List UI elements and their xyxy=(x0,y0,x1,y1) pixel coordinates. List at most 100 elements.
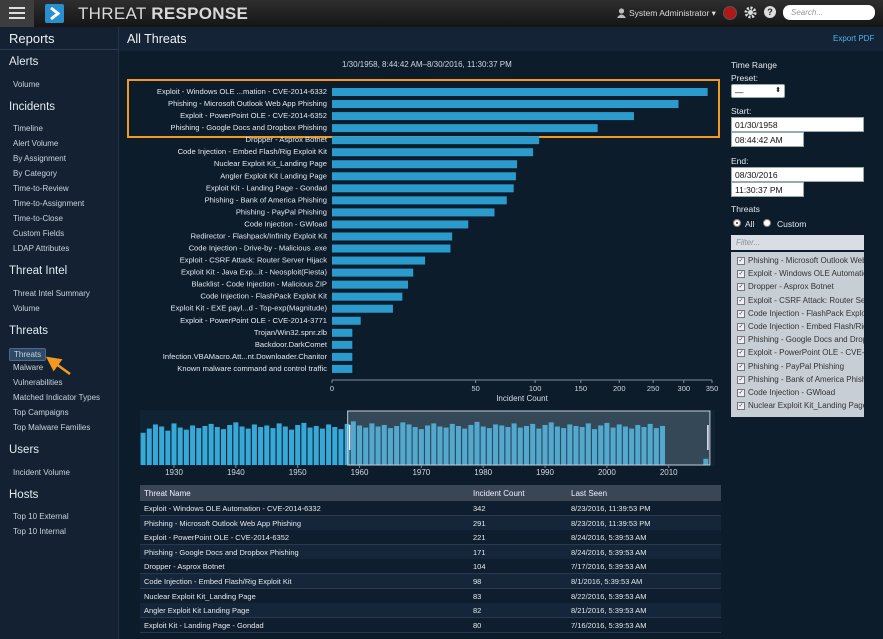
preset-select[interactable]: — ⬍ xyxy=(731,84,785,98)
bar xyxy=(332,268,414,277)
settings-icon[interactable] xyxy=(744,6,757,19)
sidebar-item[interactable]: By Category xyxy=(13,169,58,178)
sidebar-item[interactable]: Top 10 Internal xyxy=(13,527,66,536)
menu-button[interactable] xyxy=(0,0,34,27)
user-icon xyxy=(617,8,626,18)
threat-table: Threat Name Incident Count Last Seen Exploi… xyxy=(140,485,721,635)
sidebar-item[interactable]: LDAP Attributes xyxy=(13,244,70,253)
sidebar-item[interactable]: Vulnerabilities xyxy=(13,378,63,387)
timeline-bar xyxy=(517,427,523,465)
timeline-bar xyxy=(542,424,548,465)
timeline-bar xyxy=(146,428,152,465)
help-icon[interactable]: ? xyxy=(764,6,776,18)
menu-line xyxy=(9,12,25,14)
bar xyxy=(332,172,516,181)
table-cell: 83 xyxy=(473,591,482,601)
threat-option: Code Injection - GWload xyxy=(748,388,836,397)
sidebar-item[interactable]: Threats xyxy=(9,348,47,361)
table-cell: Exploit Kit - Landing Page - Gondad xyxy=(144,620,264,630)
table-cell: 8/24/2016, 5:39:53 AM xyxy=(571,547,647,557)
bar xyxy=(332,352,353,361)
checkbox[interactable]: ✓ xyxy=(737,309,745,318)
timeline-bar xyxy=(480,426,486,465)
label: Threats xyxy=(731,204,760,214)
sidebar-item[interactable]: Malware xyxy=(13,363,44,372)
table-cell: 221 xyxy=(473,533,486,543)
search-box[interactable]: Search... xyxy=(783,5,875,20)
table-row xyxy=(140,559,721,575)
bar xyxy=(332,340,353,349)
sidebar-item[interactable]: Incident Volume xyxy=(13,467,70,477)
status-indicator[interactable] xyxy=(723,6,737,20)
end-time[interactable]: 11:30:37 PM xyxy=(731,182,804,197)
x-tick-label: 2000 xyxy=(598,468,616,477)
x-tick-label: 1980 xyxy=(474,468,492,477)
checkbox[interactable]: ✓ xyxy=(737,349,745,358)
start-date[interactable]: 01/30/1958 xyxy=(731,117,864,132)
x-tick-label: 1940 xyxy=(227,468,245,477)
sidebar-item[interactable]: Time-to-Assignment xyxy=(13,199,85,208)
checkbox[interactable]: ✓ xyxy=(737,257,745,265)
sidebar-item[interactable]: Time-to-Close xyxy=(13,214,63,223)
timeline-bar xyxy=(227,424,233,465)
range-text: 1/30/1958, 8:44:42 AM–8/30/2016, 11:30:3… xyxy=(342,60,512,69)
user-menu[interactable]: System Administrator ▾ xyxy=(629,8,716,18)
table-cell: Phishing - Microsoft Outlook Web App Phi… xyxy=(144,518,302,528)
checkbox[interactable]: ✓ xyxy=(737,336,745,345)
checkbox[interactable]: ✓ xyxy=(737,375,745,384)
end-date[interactable]: 08/30/2016 xyxy=(731,167,864,182)
checkbox[interactable]: ✓ xyxy=(737,402,745,411)
checkbox[interactable]: ✓ xyxy=(737,296,745,305)
radio-custom[interactable] xyxy=(763,219,771,227)
timeline-bar xyxy=(258,427,264,465)
sidebar-item[interactable]: Top 10 External xyxy=(13,512,69,521)
sidebar-item[interactable]: Threat Intel Summary xyxy=(13,288,90,298)
start-time[interactable]: 08:44:42 AM xyxy=(731,132,804,147)
sidebar-item[interactable]: Top Malware Families xyxy=(13,423,91,432)
timeline-bar xyxy=(307,427,313,465)
timeline-bar xyxy=(363,427,369,465)
checkbox[interactable]: ✓ xyxy=(737,283,745,292)
sidebar-section: Alerts xyxy=(9,56,39,68)
checkbox[interactable]: ✓ xyxy=(737,270,745,279)
checkbox[interactable]: ✓ xyxy=(737,323,745,331)
column-header: Threat Name xyxy=(144,489,191,498)
sidebar-item[interactable]: Time-to-Review xyxy=(13,184,69,193)
filter-box[interactable]: Filter... xyxy=(731,235,864,250)
sidebar-section: Users xyxy=(9,444,40,456)
checkbox[interactable]: ✓ xyxy=(737,362,745,371)
y-tick-label: Infection.VBAMacro.Att...nt.Downloader.C… xyxy=(163,352,328,361)
timeline-bar xyxy=(295,424,301,465)
label: Time Range xyxy=(731,60,777,70)
timeline-bar xyxy=(381,424,387,465)
timeline-bar xyxy=(196,428,202,465)
sidebar-item[interactable]: Volume xyxy=(13,303,40,313)
y-tick-label: Dropper - Asprox Botnet xyxy=(246,135,328,144)
radio-label: All xyxy=(745,219,755,229)
y-tick-label: Exploit Kit - Landing Page - Gondad xyxy=(206,183,327,192)
radio-all[interactable] xyxy=(733,219,741,227)
threat-option: Phishing - Bank of America Phishing xyxy=(748,374,864,384)
sidebar-item[interactable]: Timeline xyxy=(13,124,43,133)
sidebar-item[interactable]: Alert Volume xyxy=(13,139,59,148)
checkbox[interactable]: ✓ xyxy=(737,389,745,397)
table-cell: 8/21/2016, 5:39:53 AM xyxy=(571,606,647,616)
x-tick-label: 250 xyxy=(647,384,660,393)
timeline-bar xyxy=(443,427,449,465)
sidebar-item[interactable]: Volume xyxy=(13,79,40,89)
timeline-bar xyxy=(326,424,332,465)
export-link[interactable]: Export PDF xyxy=(833,34,875,43)
x-axis-label: Incident Count xyxy=(496,394,548,403)
sidebar-item[interactable]: Matched Indicator Types xyxy=(13,393,101,402)
menu-line xyxy=(9,17,25,19)
app-title-light: THREAT xyxy=(78,4,147,23)
x-tick-label: 350 xyxy=(706,384,719,393)
sidebar-item[interactable]: By Assignment xyxy=(13,154,66,163)
timeline-bar xyxy=(629,428,635,465)
sidebar-item[interactable]: Custom Fields xyxy=(13,229,65,238)
label: End: xyxy=(731,156,749,166)
sidebar-item[interactable]: Top Campaigns xyxy=(13,408,69,417)
bar xyxy=(332,112,634,121)
table-cell: 291 xyxy=(473,518,486,528)
brush-selection xyxy=(347,410,711,466)
